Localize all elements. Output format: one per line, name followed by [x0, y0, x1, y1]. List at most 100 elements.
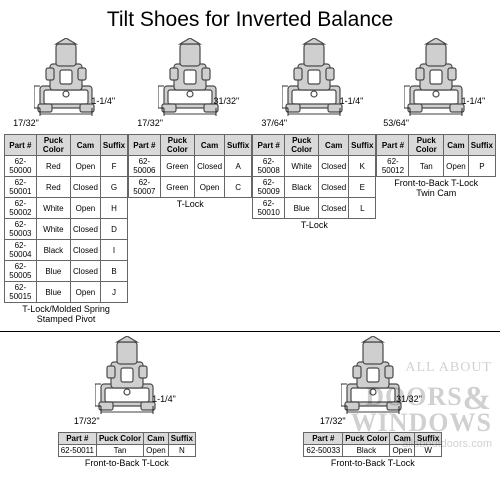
table-cell: 62-50003 [5, 219, 37, 240]
variant-label: Front-to-Back T-Lock [85, 459, 169, 469]
tilt-shoe-icon [95, 336, 159, 414]
shoe-diagram: 17/32" 31/32" [135, 38, 245, 134]
table-header: Cam [195, 135, 225, 156]
table-row: 62-50015BlueOpenJ [5, 282, 128, 303]
table-header: Cam [144, 432, 169, 444]
dimension-vertical: 17/32" [13, 118, 39, 128]
table-cell: 62-50004 [5, 240, 37, 261]
table-header: Puck Color [409, 135, 444, 156]
spec-table: Part #Puck ColorCamSuffix62-50011TanOpen… [58, 432, 196, 457]
table-cell: C [225, 177, 252, 198]
tilt-shoe-icon [34, 38, 98, 116]
variant-label: Front-to-Back T-Lock Twin Cam [394, 179, 478, 199]
dimension-horizontal: 1-1/4" [461, 96, 485, 106]
shoe-diagram: 37/64"1-1/4" [259, 38, 369, 134]
table-header: Suffix [225, 135, 252, 156]
table-cell: Tan [96, 444, 143, 456]
table-header: Puck Color [36, 135, 70, 156]
table-row: 62-50006GreenClosedA [129, 156, 252, 177]
table-header: Cam [444, 135, 469, 156]
table-row: 62-50005BlueClosedB [5, 261, 128, 282]
table-cell: 62-50010 [253, 198, 285, 219]
watermark: ALL ABOUT DOORS& WINDOWS allaboutdoors.c… [351, 360, 492, 450]
variant: 37/64"1-1/4"Part #Puck ColorCamSuffix62-… [252, 38, 376, 325]
table-cell: Green [160, 156, 195, 177]
table-cell: Closed [319, 177, 349, 198]
table-cell: I [100, 240, 127, 261]
table-cell: Closed [319, 156, 349, 177]
table-header: Cam [70, 135, 100, 156]
table-cell: 62-50001 [5, 177, 37, 198]
dimension-horizontal: 1-1/4" [152, 394, 176, 404]
dimension-vertical: 17/32" [74, 416, 100, 426]
table-cell: White [36, 219, 70, 240]
table-cell: 62-50015 [5, 282, 37, 303]
table-cell: Closed [195, 156, 225, 177]
table-cell: Red [36, 177, 70, 198]
table-header: Suffix [468, 135, 495, 156]
spec-table: Part #Puck ColorCamSuffix62-50006GreenCl… [128, 134, 252, 198]
table-cell: E [349, 177, 376, 198]
table-cell: Closed [70, 261, 100, 282]
table-cell: Blue [36, 261, 70, 282]
table-cell: Open [444, 156, 469, 177]
shoe-diagram: 17/32"1-1/4" [11, 38, 121, 134]
table-cell: H [100, 198, 127, 219]
dimension-vertical: 17/32" [137, 118, 163, 128]
table-cell: F [100, 156, 127, 177]
table-cell: Open [195, 177, 225, 198]
table-row: 62-50000RedOpenF [5, 156, 128, 177]
table-cell: White [36, 198, 70, 219]
table-cell: Open [70, 156, 100, 177]
watermark-amp: & [463, 380, 492, 418]
table-cell: Closed [70, 240, 100, 261]
variant: 17/32" 1-1/4" Part #Puck ColorCamSuffix62-… [58, 336, 196, 469]
variant-label: T-Lock/Molded Spring Stamped Pivot [22, 305, 110, 325]
table-row: 62-50002WhiteOpenH [5, 198, 128, 219]
dimension-vertical: 37/64" [261, 118, 287, 128]
table-header: Part # [304, 432, 343, 444]
table-cell: 62-50008 [253, 156, 285, 177]
table-cell: A [225, 156, 252, 177]
table-row: 62-50012TanOpenP [377, 156, 496, 177]
dimension-vertical: 53/64" [383, 118, 409, 128]
table-header: Part # [129, 135, 160, 156]
spec-table: Part #Puck ColorCamSuffix62-50000RedOpen… [4, 134, 128, 303]
table-cell: B [100, 261, 127, 282]
table-row: 62-50008WhiteClosedK [253, 156, 376, 177]
variant-row-1: 17/32"1-1/4"Part #Puck ColorCamSuffix62-… [0, 38, 500, 332]
table-header: Part # [58, 432, 96, 444]
table-cell: White [285, 156, 319, 177]
variant: 53/64"1-1/4"Part #Puck ColorCamSuffix62-… [376, 38, 496, 325]
table-row: 62-50011TanOpenN [58, 444, 195, 456]
watermark-url: allaboutdoors.com [351, 438, 492, 450]
spec-table: Part #Puck ColorCamSuffix62-50008WhiteCl… [252, 134, 376, 219]
table-row: 62-50003WhiteClosedD [5, 219, 128, 240]
table-cell: Blue [285, 198, 319, 219]
table-header: Puck Color [285, 135, 319, 156]
table-header: Puck Color [160, 135, 195, 156]
variant-label: Front-to-Back T-Lock [331, 459, 415, 469]
table-cell: 62-50002 [5, 198, 37, 219]
tilt-shoe-icon [282, 38, 346, 116]
table-header: Part # [5, 135, 37, 156]
tilt-shoe-icon [404, 38, 468, 116]
page-title: Tilt Shoes for Inverted Balance [0, 0, 500, 38]
table-row: 62-50004BlackClosedI [5, 240, 128, 261]
table-cell: Tan [409, 156, 444, 177]
table-cell: D [100, 219, 127, 240]
table-header: Part # [253, 135, 285, 156]
table-cell: 62-50012 [377, 156, 409, 177]
dimension-horizontal: 31/32" [213, 96, 239, 106]
table-cell: Black [36, 240, 70, 261]
table-row: 62-50010BlueClosedL [253, 198, 376, 219]
table-cell: N [168, 444, 195, 456]
variant-label: T-Lock [177, 200, 204, 210]
table-cell: 62-50005 [5, 261, 37, 282]
table-cell: Closed [70, 219, 100, 240]
table-cell: Open [144, 444, 169, 456]
table-cell: 62-50007 [129, 177, 160, 198]
table-cell: 62-50009 [253, 177, 285, 198]
variant-label: T-Lock [301, 221, 328, 231]
table-cell: Red [36, 156, 70, 177]
